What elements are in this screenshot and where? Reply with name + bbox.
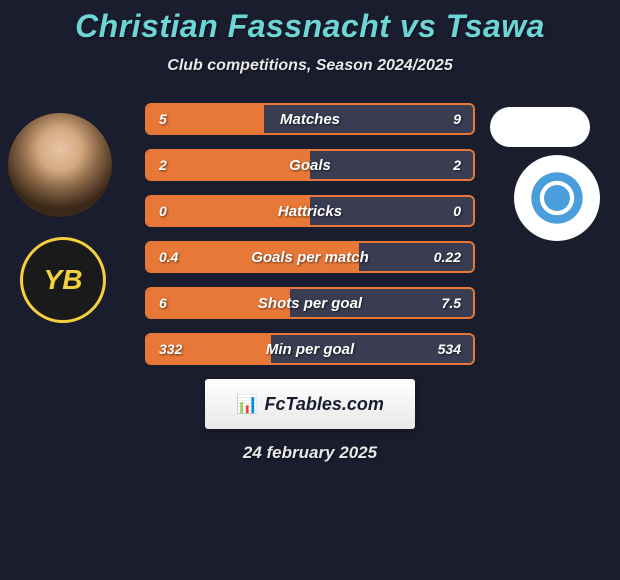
stat-row: 59Matches (145, 103, 475, 135)
player-left-avatar (8, 113, 112, 217)
club-right-logo (514, 155, 600, 241)
stat-row: 0.40.22Goals per match (145, 241, 475, 273)
player-right-avatar (490, 107, 590, 147)
club-left-initials: YB (44, 264, 83, 296)
fcz-logo-icon (527, 168, 587, 228)
page-title: Christian Fassnacht vs Tsawa (0, 8, 620, 45)
stat-row: 332534Min per goal (145, 333, 475, 365)
chart-icon: 📊 (236, 394, 258, 415)
stat-row: 22Goals (145, 149, 475, 181)
comparison-infographic: Christian Fassnacht vs Tsawa Club compet… (0, 0, 620, 580)
subtitle: Club competitions, Season 2024/2025 (0, 57, 620, 75)
stat-label: Goals (147, 157, 473, 174)
stat-label: Matches (147, 111, 473, 128)
stat-bars: 59Matches 22Goals 00Hattricks 0.40.22Goals … (145, 99, 475, 365)
stat-label: Shots per goal (147, 295, 473, 312)
footer-date: 24 february 2025 (0, 443, 620, 463)
branding-text: FcTables.com (265, 394, 384, 415)
stat-label: Min per goal (147, 341, 473, 358)
branding-badge: 📊 FcTables.com (205, 379, 415, 429)
stat-row: 00Hattricks (145, 195, 475, 227)
stat-label: Hattricks (147, 203, 473, 220)
stat-label: Goals per match (147, 249, 473, 266)
stat-row: 67.5Shots per goal (145, 287, 475, 319)
club-left-logo: YB (20, 237, 106, 323)
content-area: YB 59Matches 22Goals 00Hattricks 0.40.22Goa… (0, 99, 620, 463)
